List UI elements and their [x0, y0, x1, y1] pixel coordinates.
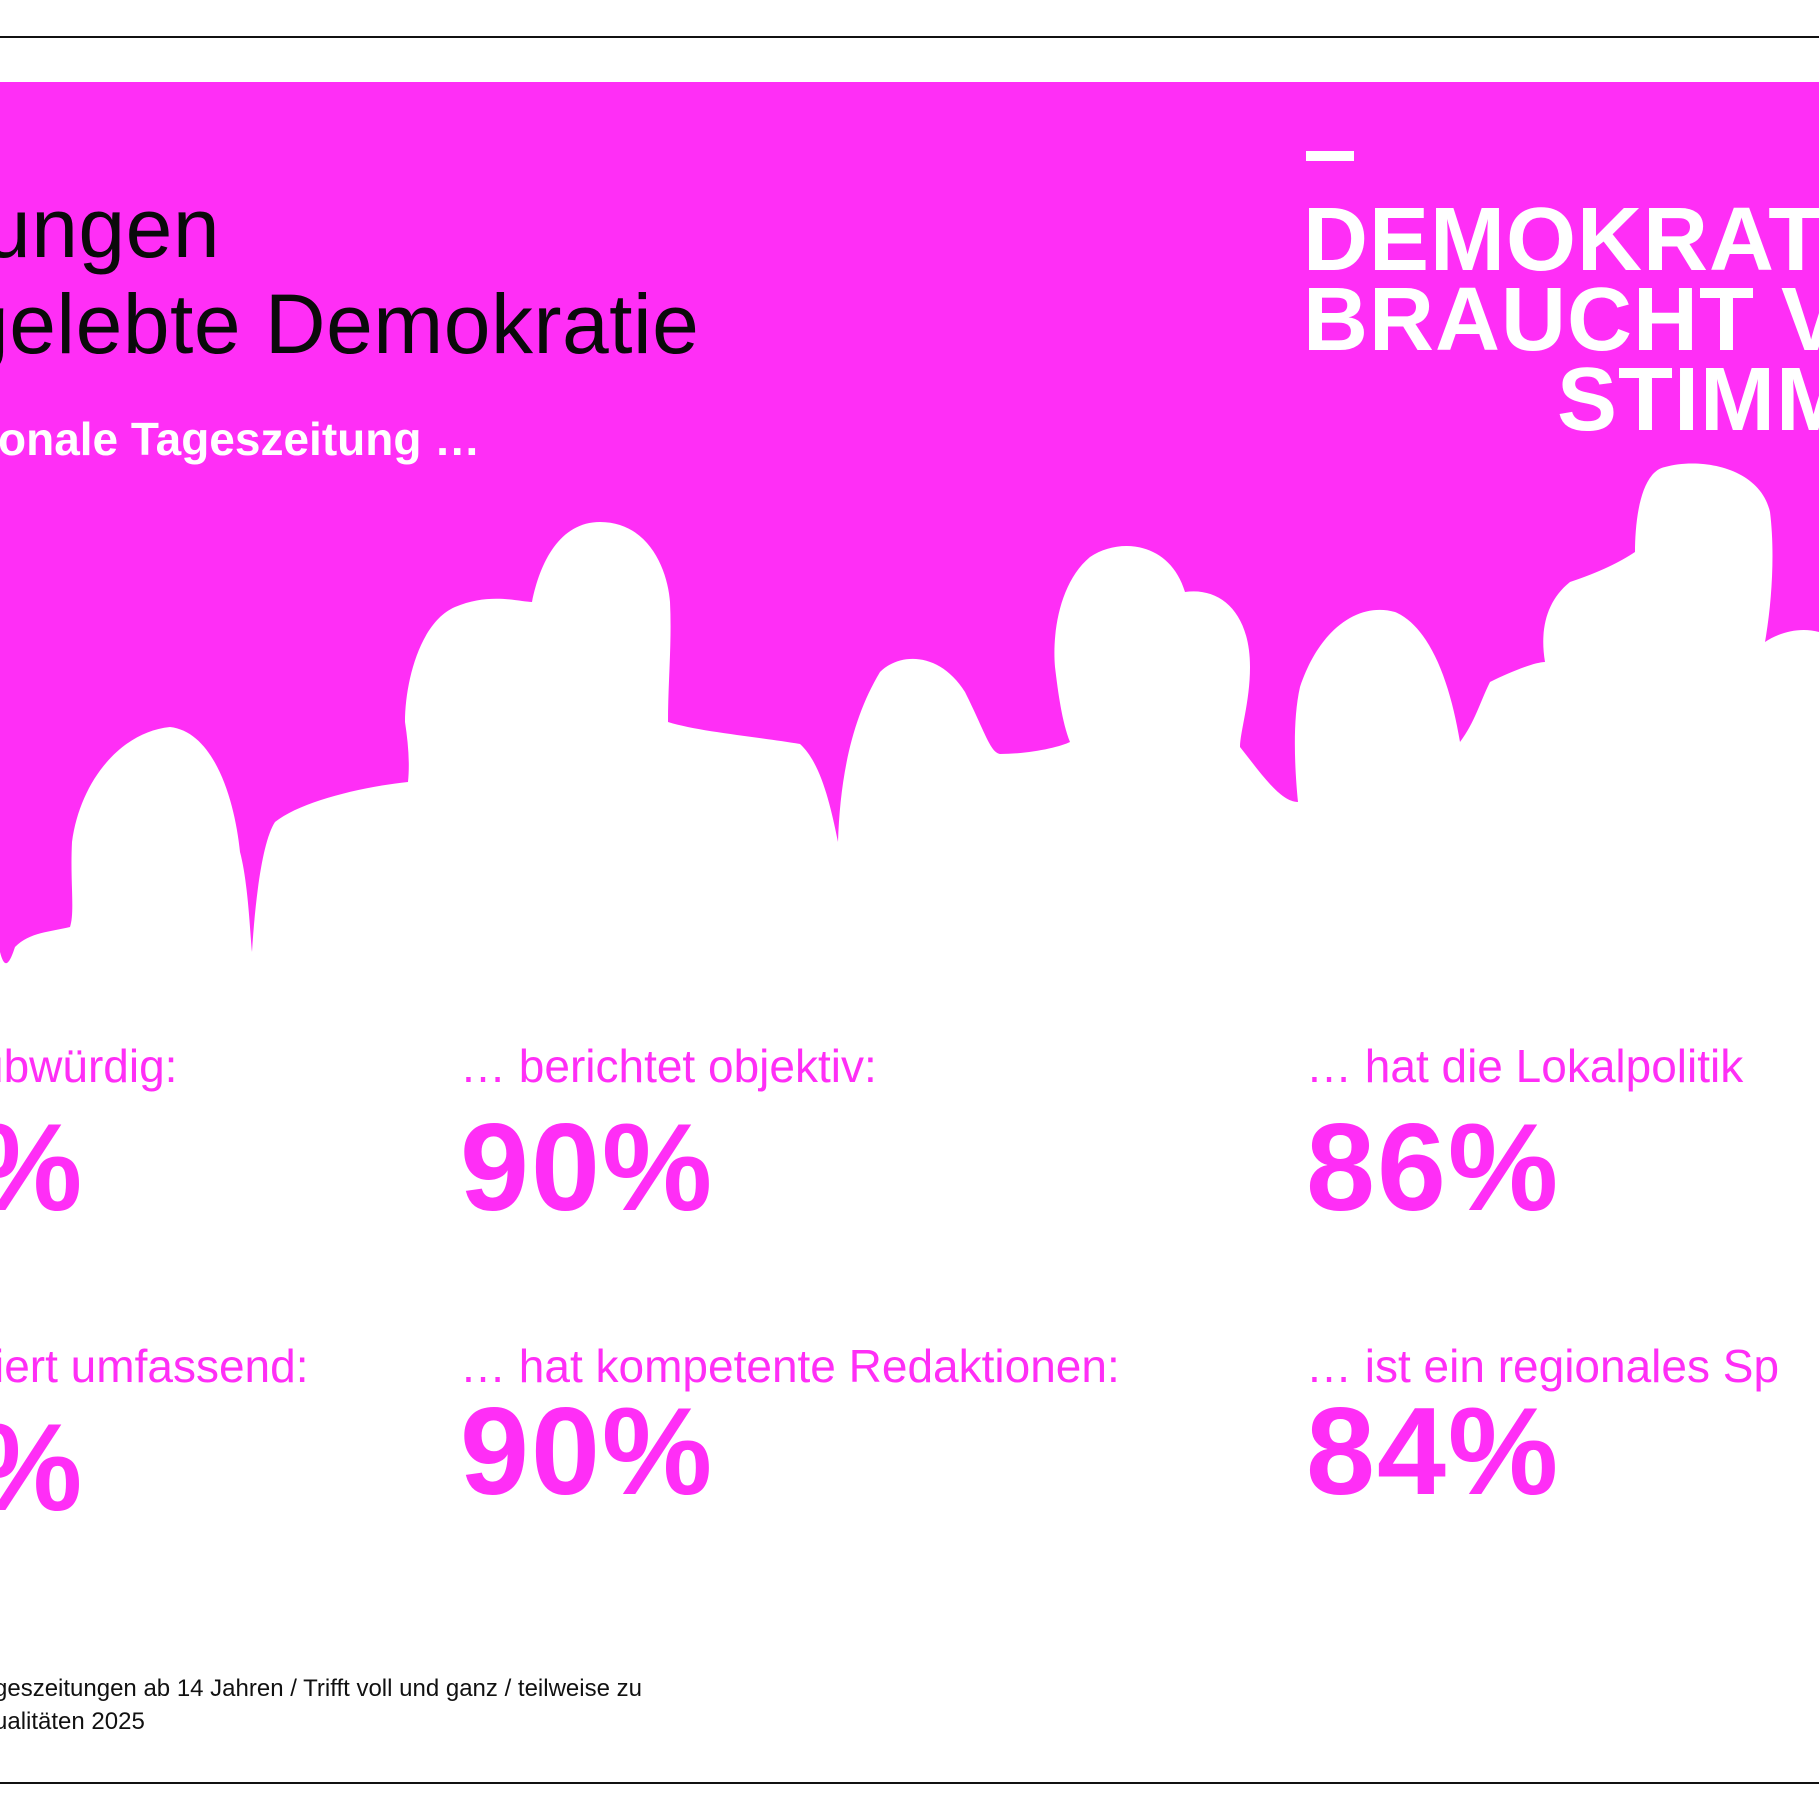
- crowd-silhouette: [0, 463, 1819, 1002]
- subtitle: onale Tageszeitung …: [0, 413, 481, 465]
- stat-label: … berichtet objektiv:: [460, 1040, 877, 1092]
- stat-local-politics: … hat die Lokalpolitik 86%: [1306, 1040, 1743, 1230]
- stat-label: iert umfassend:: [0, 1340, 309, 1392]
- stat-value: %: [0, 1106, 177, 1230]
- page-title: ungen gelebte Demokratie: [0, 180, 721, 372]
- badge-line-3: STIMM: [1557, 350, 1819, 450]
- footnote-line-1: geszeitungen ab 14 Jahren / Trifft voll …: [0, 1675, 642, 1702]
- stat-regional-mirror: … ist ein regionales Sp 84%: [1306, 1340, 1779, 1514]
- stat-value: %: [0, 1406, 308, 1530]
- title-line-2: gelebte Demokratie: [0, 277, 700, 371]
- stat-value: 84%: [1306, 1383, 1561, 1521]
- stat-credible: ubwürdig: %: [0, 1040, 177, 1230]
- badge-line-2: BRAUCHT V: [1303, 270, 1819, 370]
- stat-label: … hat kompetente Redaktionen:: [460, 1340, 1120, 1392]
- stat-value: 90%: [460, 1383, 715, 1521]
- stat-comprehensive: iert umfassend: %: [0, 1340, 308, 1530]
- stat-competent-editors: … hat kompetente Redaktionen: 90%: [460, 1340, 1120, 1514]
- badge-line-1: DEMOKRAT: [1303, 190, 1819, 290]
- stat-label: … hat die Lokalpolitik: [1306, 1040, 1744, 1092]
- source-footnote: geszeitungen ab 14 Jahren / Trifft voll …: [0, 1672, 642, 1738]
- stat-label: … ist ein regionales Sp: [1306, 1340, 1780, 1392]
- title-line-1: ungen: [0, 181, 221, 275]
- stat-value: 90%: [460, 1099, 715, 1237]
- stat-value: 86%: [1306, 1099, 1561, 1237]
- badge-dash: [1306, 151, 1354, 161]
- top-rule: [0, 36, 1819, 38]
- stat-objective: … berichtet objektiv: 90%: [460, 1040, 877, 1230]
- stat-label: ubwürdig:: [0, 1040, 178, 1092]
- footnote-line-2: ualitäten 2025: [0, 1708, 145, 1735]
- campaign-badge: DEMOKRAT BRAUCHT V STIMM: [1303, 145, 1819, 445]
- bottom-rule: [0, 1782, 1819, 1784]
